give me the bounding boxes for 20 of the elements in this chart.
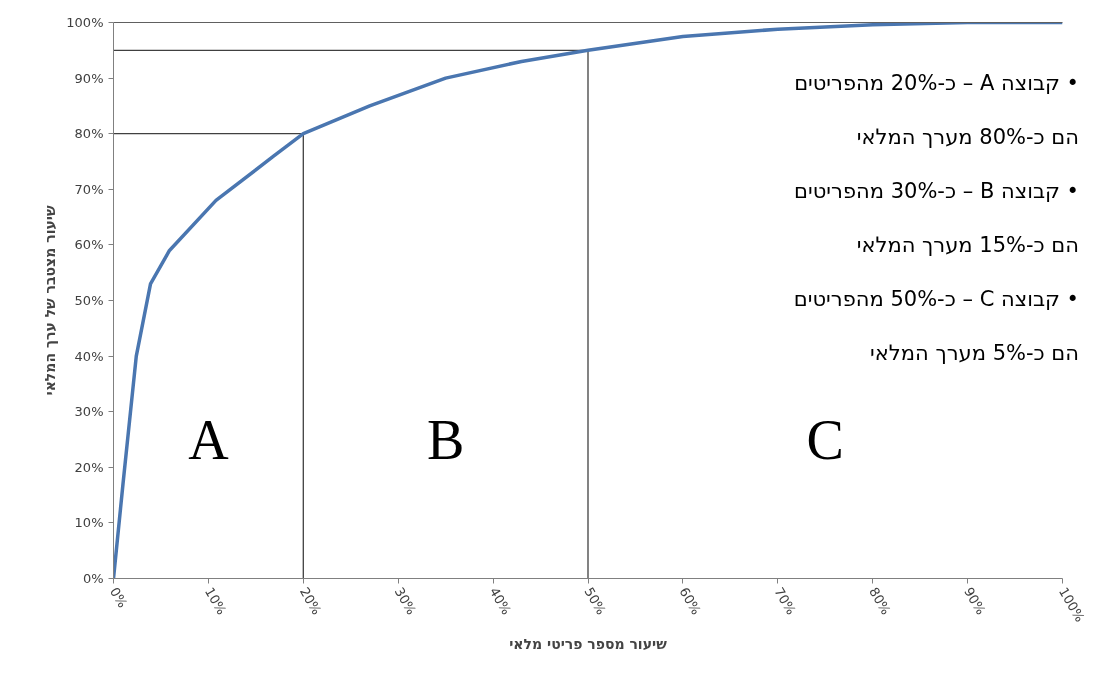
y-tick-label: 90% xyxy=(74,70,104,86)
y-tick-label: 40% xyxy=(74,348,104,364)
text: • קבוצה B – כ-30% מהפריטים הם כ-15% מערך המלאי xyxy=(794,179,1079,257)
text: • קבוצה C – כ-50% מהפריטים הם כ-5% מערך המלאי xyxy=(793,287,1079,365)
y-tick-label: 20% xyxy=(74,459,104,475)
text: • קבוצה A – כ-20% מהפריטים הם כ-80% מערך המלאי xyxy=(794,71,1079,149)
y-tick-label: 60% xyxy=(74,237,104,253)
y-tick-label: 80% xyxy=(74,126,104,142)
annotation: A xyxy=(188,408,230,471)
y-tick-label: 100% xyxy=(66,15,104,30)
annotation: B xyxy=(426,408,465,471)
y-tick-label: 30% xyxy=(74,404,104,420)
y-axis-title: שיעור מצטבר של ערך המלאי xyxy=(42,205,59,396)
annotation: C xyxy=(806,408,844,471)
y-tick-label: 0% xyxy=(82,571,104,586)
y-tick-label: 50% xyxy=(74,293,104,308)
x-axis-title: שיעור מספר פריטי מלאי xyxy=(509,636,668,653)
y-tick-label: 70% xyxy=(74,181,104,197)
x-tick-label: 0% xyxy=(107,584,131,611)
y-tick-label: 10% xyxy=(74,515,104,531)
